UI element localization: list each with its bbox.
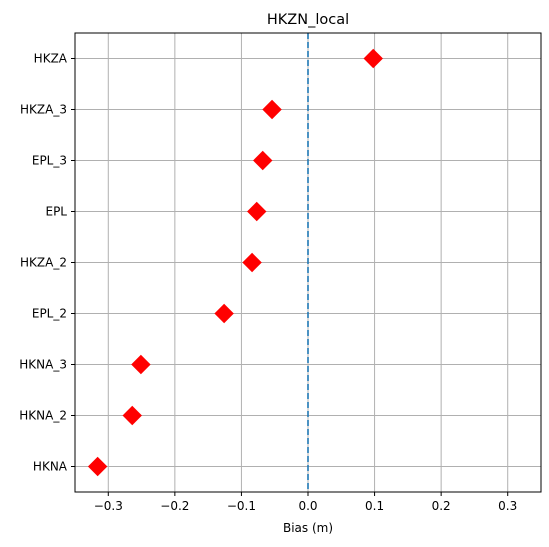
data-point-marker [262,99,282,120]
x-axis-ticks: −0.3 −0.2 −0.1 0.0 0.1 0.2 0.3 [94,492,517,513]
x-tick-label: 0.1 [365,499,384,513]
data-point-marker [363,48,383,69]
y-tick-label: HKNA [33,460,68,474]
y-tick-label: HKZA_2 [20,256,67,270]
data-point-marker [214,303,234,324]
data-point-marker [122,405,142,426]
data-point-marker [87,456,108,477]
data-point-marker [247,201,267,222]
y-tick-label: EPL [45,205,67,219]
x-tick-label: 0.2 [432,499,451,513]
y-tick-label: HKNA_2 [19,409,67,423]
x-tick-label: −0.1 [227,499,256,513]
y-tick-label: HKZA [34,52,68,66]
markers [87,48,383,477]
y-tick-label: EPL_2 [32,307,67,321]
data-point-marker [131,354,151,375]
x-tick-label: −0.2 [160,499,189,513]
data-point-marker [253,150,273,171]
x-tick-label: 0.3 [498,499,517,513]
x-axis-label: Bias (m) [283,521,333,535]
y-tick-label: HKZA_3 [20,103,67,117]
data-point-marker [242,252,262,273]
x-tick-label: 0.0 [298,499,317,513]
y-axis-ticks: HKZA HKZA_3 EPL_3 EPL HKZA_2 EPL_2 HKNA_3 HKNA_… [19,52,75,474]
y-tick-label: HKNA_3 [19,358,67,372]
y-tick-label: EPL_3 [32,154,67,168]
x-tick-label: −0.3 [94,499,123,513]
chart-title: HKZN_local [267,12,349,28]
